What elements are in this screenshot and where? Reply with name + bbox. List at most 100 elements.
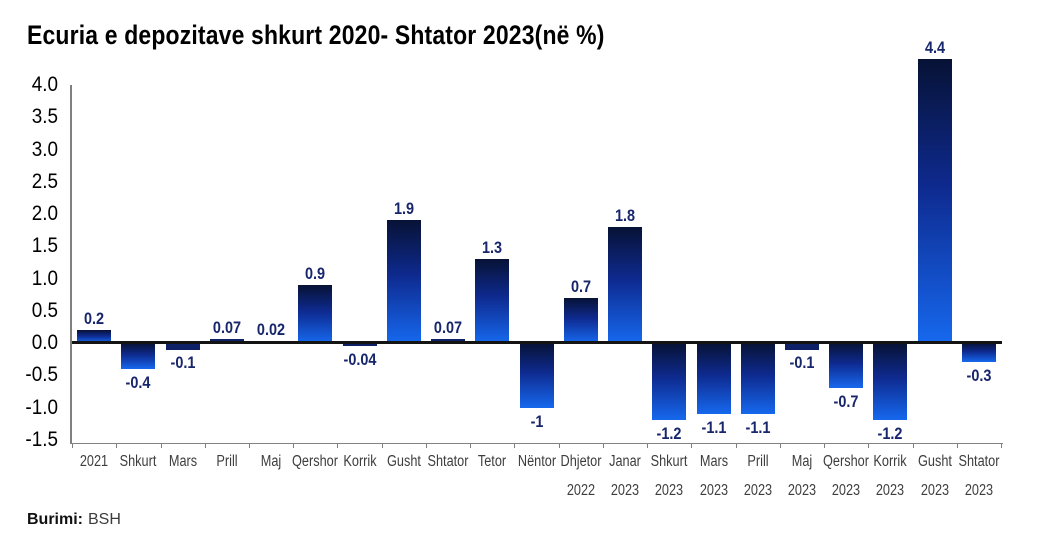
bar: [652, 343, 687, 421]
x-tick-label: Shkurt: [650, 453, 688, 470]
bar: [475, 259, 510, 343]
bar-value-label: -1.2: [656, 424, 682, 444]
bar: [519, 343, 554, 408]
x-tick-label: Korrik: [342, 453, 377, 470]
bar-value-label: -0.7: [833, 392, 859, 412]
x-year-label: 2023: [743, 482, 772, 499]
bar-value-label: 0.07: [212, 317, 241, 337]
bar: [298, 284, 333, 343]
bar-value-label: -0.3: [966, 366, 992, 386]
x-tick-label: Mars: [168, 453, 197, 470]
bar: [209, 338, 244, 343]
x-tick-label: Shkurt: [120, 453, 157, 470]
x-tick-label: Gusht: [386, 453, 421, 470]
y-tick-label: 3.5: [31, 105, 58, 129]
y-tick-label: 1.5: [31, 234, 58, 258]
x-tick-label: Maj: [260, 453, 282, 470]
x-axis-tick: [1001, 443, 1002, 448]
y-tick-label: 2.5: [31, 169, 58, 193]
bar-value-label: 1.8: [614, 205, 636, 225]
bar: [696, 343, 731, 414]
x-year-label: 2023: [964, 482, 994, 499]
x-year-label: 2023: [920, 482, 949, 499]
x-axis-tick: [160, 443, 162, 448]
x-axis-tick: [956, 443, 958, 448]
x-tick-label: Qershor: [823, 453, 870, 470]
bar: [342, 343, 377, 346]
bar: [829, 343, 864, 389]
y-tick-label: -1.0: [25, 395, 59, 419]
bar-value-label: -0.04: [343, 349, 377, 369]
y-tick-label: 3.0: [31, 137, 58, 161]
x-year-label: 2023: [655, 482, 684, 499]
bar: [961, 343, 996, 363]
x-axis-tick: [735, 443, 737, 448]
y-tick-label: 0.5: [31, 298, 58, 322]
y-tick-label: 1.0: [31, 266, 58, 290]
x-axis-tick: [204, 443, 206, 448]
x-axis-tick: [249, 443, 250, 448]
source-label: Burimi:: [27, 511, 83, 528]
x-axis-tick: [381, 443, 383, 448]
x-tick-label: Prill: [747, 453, 769, 470]
bar-value-label: -0.1: [170, 353, 196, 373]
x-tick-label: 2021: [79, 453, 109, 470]
x-axis-tick: [824, 443, 826, 448]
x-year-label: 2023: [610, 482, 640, 499]
bar: [77, 330, 112, 343]
x-axis-tick: [116, 443, 118, 448]
bar-value-label: 1.9: [393, 199, 414, 219]
bar: [165, 343, 200, 350]
x-axis-tick: [558, 443, 560, 448]
bar-value-label: 0.07: [433, 317, 463, 337]
source-value: BSH: [88, 511, 121, 528]
bar-value-label: -0.1: [789, 353, 815, 373]
bar: [431, 338, 465, 343]
x-axis-tick: [425, 443, 427, 448]
x-tick-label: Tetor: [478, 453, 507, 470]
x-tick-label: Prill: [216, 453, 238, 470]
x-tick-label: Shtator: [427, 453, 469, 470]
y-tick-label: -0.5: [25, 363, 59, 387]
x-axis-tick: [691, 443, 693, 448]
x-axis-tick: [602, 443, 604, 448]
bar: [386, 220, 421, 343]
chart-title: Ecuria e depozitave shkurt 2020- Shtator…: [27, 20, 605, 50]
x-axis-line: [70, 443, 1003, 444]
source-note: Burimi: BSH: [27, 511, 121, 529]
bar: [563, 297, 598, 343]
bar: [121, 343, 156, 369]
bar-value-label: -0.4: [125, 372, 151, 392]
x-year-label: 2023: [832, 482, 861, 499]
y-tick-label: 4.0: [31, 73, 58, 96]
bar-value-label: -1.2: [877, 424, 903, 444]
bar-value-label: 0.2: [84, 309, 105, 329]
bar-value-label: -1.1: [745, 417, 771, 437]
y-axis-line: [70, 85, 72, 444]
bar: [917, 59, 952, 343]
x-axis-tick: [337, 443, 339, 448]
x-axis-tick: [912, 443, 914, 448]
bar-value-label: 4.4: [924, 38, 945, 58]
x-year-label: 2023: [787, 482, 817, 499]
bar-value-label: 0.02: [257, 320, 286, 339]
x-tick-label: Gusht: [917, 453, 952, 470]
x-axis-tick: [514, 443, 516, 448]
x-tick-label: Korrik: [873, 453, 907, 470]
x-tick-label: Nëntor: [517, 453, 556, 470]
bar-value-label: 0.9: [305, 263, 326, 283]
x-axis-tick: [72, 443, 73, 448]
y-tick-label: 0.0: [31, 331, 58, 354]
x-tick-label: Mars: [699, 453, 728, 470]
bar-value-label: 1.3: [482, 238, 503, 258]
x-axis-tick: [647, 443, 649, 448]
bar-value-label: -1.1: [701, 417, 726, 437]
x-year-label: 2023: [876, 482, 905, 499]
x-axis-tick: [779, 443, 781, 448]
x-tick-label: Maj: [791, 453, 813, 470]
bar: [608, 226, 642, 343]
y-tick-label: 2.0: [31, 202, 58, 225]
x-tick-label: Janar: [609, 453, 641, 470]
bar-value-label: 0.7: [570, 276, 591, 296]
